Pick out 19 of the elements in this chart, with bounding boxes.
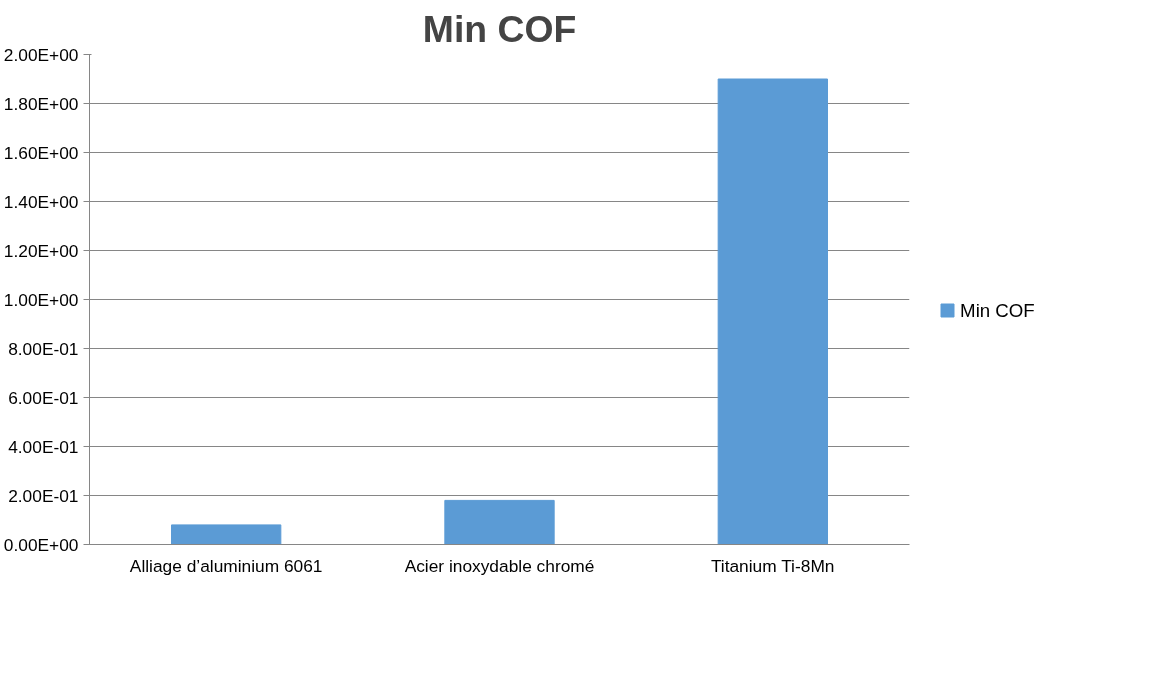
y-tick-label: 0.00E+00 bbox=[3, 534, 79, 555]
x-tick-label: Titanium Ti-8Mn bbox=[710, 555, 835, 576]
legend-label: Min COF bbox=[960, 300, 1035, 321]
y-tick-label: 4.00E-01 bbox=[8, 436, 79, 457]
y-tick-label: 1.00E+00 bbox=[3, 289, 79, 310]
y-tick-label: 1.80E+00 bbox=[3, 93, 79, 114]
bar bbox=[717, 78, 828, 545]
y-tick-label: 1.60E+00 bbox=[3, 142, 79, 163]
y-tick-label: 2.00E+00 bbox=[3, 44, 79, 65]
x-tick-label: Alliage d’aluminium 6061 bbox=[129, 555, 323, 576]
chart-title: Min COF bbox=[422, 7, 577, 50]
bar bbox=[171, 524, 282, 545]
y-tick-label: 8.00E-01 bbox=[8, 338, 79, 359]
bar bbox=[444, 499, 555, 545]
y-tick-label: 1.20E+00 bbox=[3, 240, 79, 261]
y-tick-label: 1.40E+00 bbox=[3, 191, 79, 212]
x-tick-label: Acier inoxydable chromé bbox=[404, 555, 595, 576]
y-tick-label: 6.00E-01 bbox=[8, 387, 79, 408]
y-tick-label: 2.00E-01 bbox=[8, 485, 79, 506]
